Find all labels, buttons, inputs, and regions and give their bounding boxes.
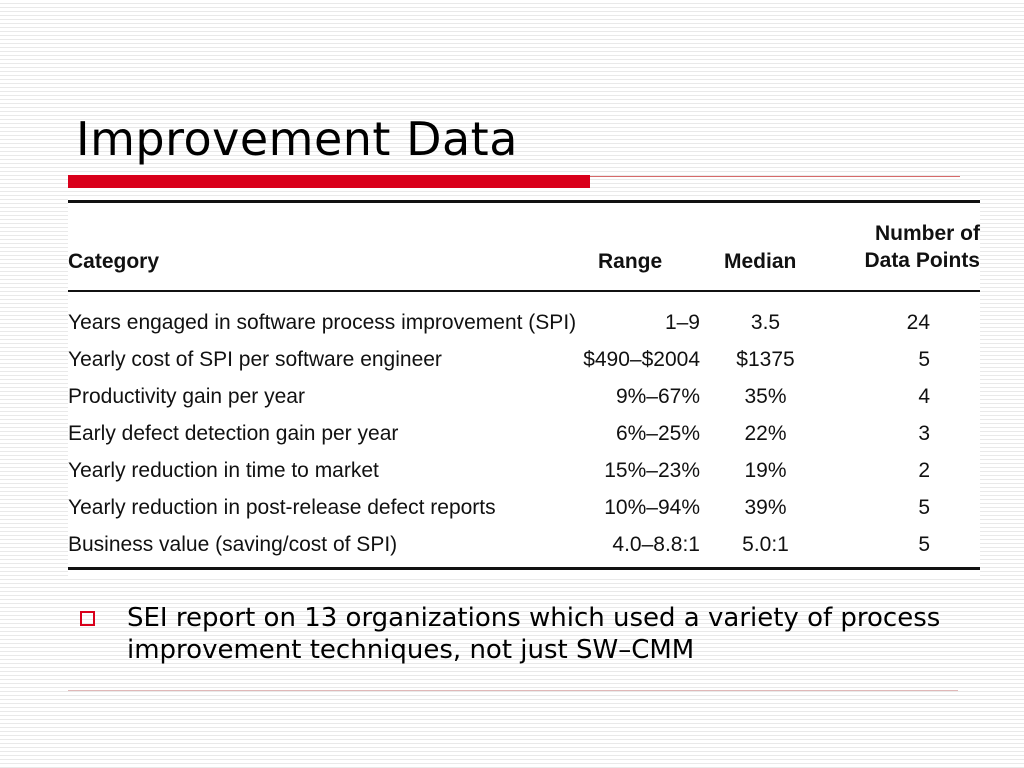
cell-range: 6%–25% — [615, 422, 700, 445]
footer-rule — [68, 690, 958, 691]
cell-data-points: 3 — [918, 422, 930, 445]
table-row: Yearly reduction in time to market 15%–2… — [68, 452, 980, 489]
cell-range: 15%–23% — [604, 459, 700, 482]
cell-category: Early defect detection gain per year — [68, 422, 399, 445]
cell-median: 19% — [744, 459, 787, 482]
cell-median: 3.5 — [750, 311, 781, 334]
table-header-rule — [68, 290, 980, 292]
cell-median: 39% — [744, 496, 787, 519]
cell-data-points: 5 — [918, 496, 930, 519]
header-range: Range — [598, 250, 663, 273]
cell-data-points: 2 — [918, 459, 930, 482]
title-underline — [590, 176, 960, 177]
header-data-points-line2: Data Points — [864, 249, 980, 272]
cell-range: $490–$2004 — [583, 348, 700, 371]
cell-category: Productivity gain per year — [68, 385, 305, 408]
cell-range: 10%–94% — [604, 496, 700, 519]
table-row: Yearly cost of SPI per software engineer… — [68, 341, 980, 378]
header-category: Category — [68, 250, 160, 273]
header-data-points-line1: Number of — [875, 222, 980, 245]
cell-range: 4.0–8.8:1 — [612, 533, 700, 556]
table-row: Early defect detection gain per year 6%–… — [68, 415, 980, 452]
cell-data-points: 5 — [918, 533, 930, 556]
cell-median: 22% — [744, 422, 787, 445]
table-row: Yearly reduction in post-release defect … — [68, 489, 980, 526]
hollow-square-bullet-icon — [80, 611, 95, 626]
cell-data-points: 4 — [918, 385, 930, 408]
table-bottom-rule — [68, 567, 980, 570]
cell-category: Yearly reduction in time to market — [68, 459, 379, 482]
header-data-points: Number of Data Points — [854, 220, 980, 274]
cell-category: Years engaged in software process improv… — [68, 311, 577, 334]
slide-title: Improvement Data — [76, 112, 518, 166]
table-body: Years engaged in software process improv… — [68, 304, 980, 563]
cell-data-points: 24 — [906, 311, 930, 334]
table-row: Productivity gain per year 9%–67% 35% 4 — [68, 378, 980, 415]
table-row: Years engaged in software process improv… — [68, 304, 980, 341]
cell-range: 9%–67% — [615, 385, 700, 408]
table-row: Business value (saving/cost of SPI) 4.0–… — [68, 526, 980, 563]
cell-range: 1–9 — [664, 311, 700, 334]
cell-category: Business value (saving/cost of SPI) — [68, 533, 398, 556]
cell-median: 5.0:1 — [742, 533, 789, 556]
cell-category: Yearly cost of SPI per software engineer — [68, 348, 442, 371]
cell-category: Yearly reduction in post-release defect … — [68, 496, 496, 519]
table-top-rule — [68, 200, 980, 203]
improvement-data-table: Category Range Median Number of Data Poi… — [68, 196, 980, 576]
bullet-text: SEI report on 13 organizations which use… — [127, 603, 941, 665]
cell-median: 35% — [744, 385, 787, 408]
cell-data-points: 5 — [918, 348, 930, 371]
title-accent-bar — [68, 175, 590, 188]
header-median: Median — [724, 250, 797, 273]
cell-median: $1375 — [736, 348, 795, 371]
